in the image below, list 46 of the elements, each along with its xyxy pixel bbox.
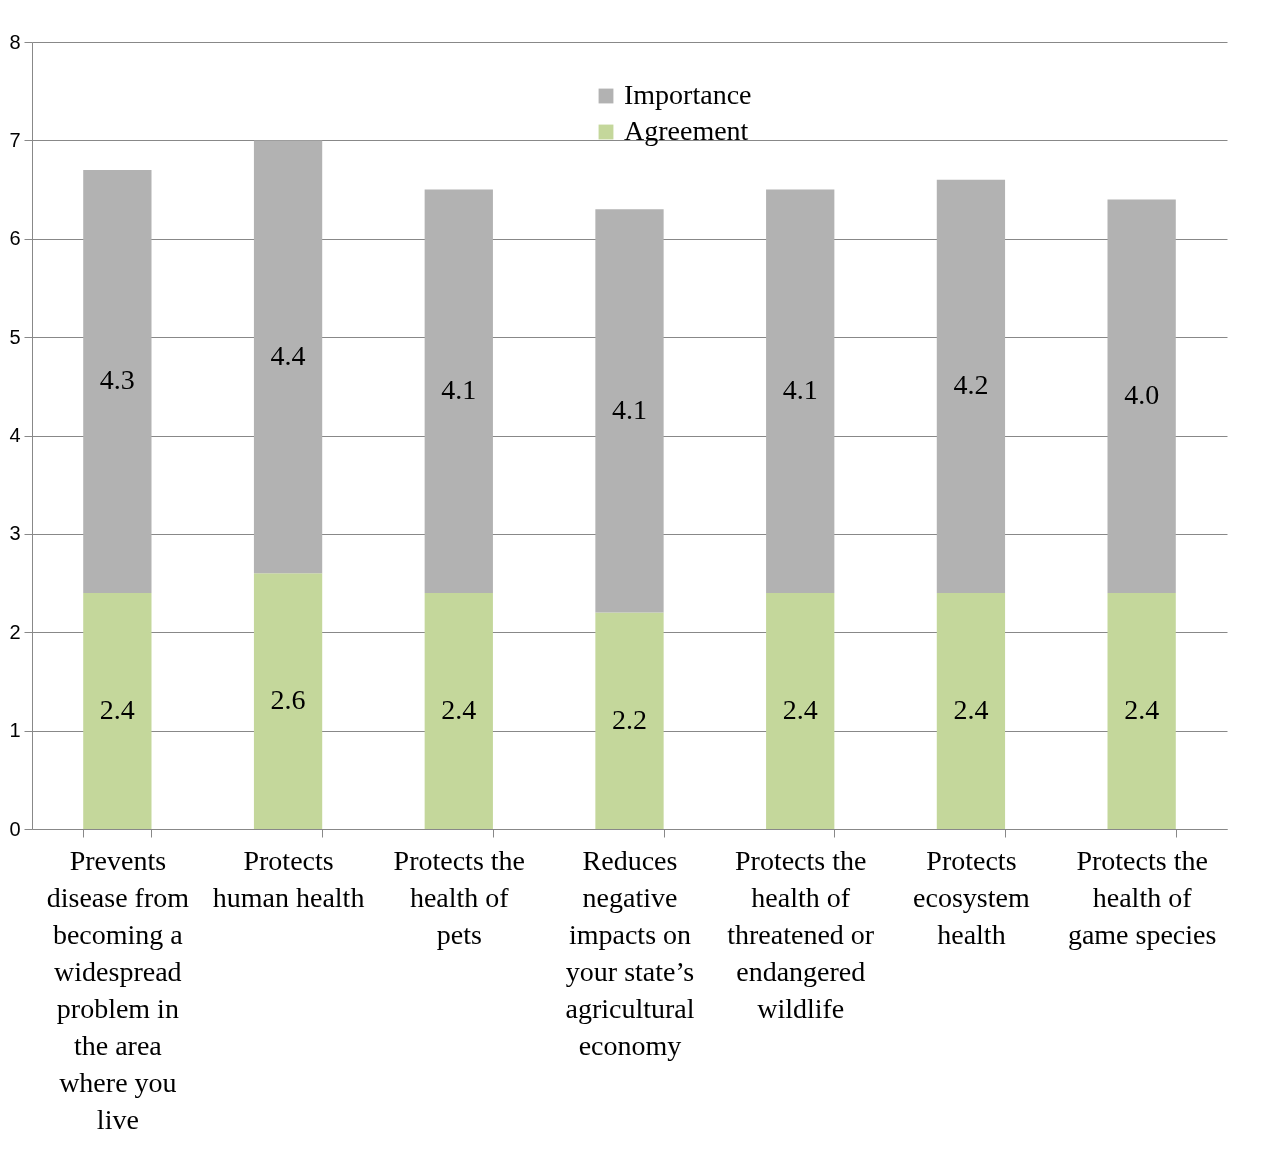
- x-tick-label: Prevents disease from becoming a widespread problem in the area where you live: [46, 844, 190, 1135]
- legend-label: Agreement: [624, 115, 749, 146]
- x-tick-label: Protects the health of pets: [393, 844, 525, 950]
- data-label: 2.4: [1124, 693, 1160, 725]
- x-tick-label: Reduces negative impacts on your state’s agricultural economy: [565, 844, 695, 1061]
- bar: [595, 612, 664, 829]
- bar: [424, 189, 493, 593]
- data-label: 4.2: [953, 369, 989, 401]
- data-label: 2.4: [441, 693, 477, 725]
- y-tick-label: 7: [9, 128, 21, 151]
- bar: [766, 592, 835, 829]
- data-label: 4.1: [612, 393, 647, 425]
- x-tick-label: Protects the health of game species: [1067, 844, 1217, 950]
- data-label: 4.0: [1124, 379, 1160, 411]
- y-tick-label: 3: [9, 522, 21, 545]
- bar: [595, 209, 664, 613]
- bar: [766, 189, 835, 593]
- bar: [936, 592, 1006, 829]
- bar: [253, 140, 323, 574]
- y-tick-label: 0: [9, 817, 21, 840]
- x-tick-label: Protects ecosystem health: [913, 844, 1030, 950]
- bar: [83, 592, 152, 829]
- bar: [253, 573, 323, 829]
- y-tick-label: 1: [9, 719, 21, 742]
- legend-label: Importance: [624, 79, 752, 110]
- y-tick-label: 8: [9, 30, 21, 53]
- data-label: 4.1: [441, 374, 477, 406]
- data-label: 2.2: [612, 703, 647, 735]
- y-tick-label: 4: [9, 424, 21, 446]
- y-tick-label: 6: [9, 227, 21, 250]
- data-label: 4.3: [99, 364, 135, 396]
- bar: [424, 592, 493, 829]
- data-label: 2.6: [270, 684, 306, 716]
- bar: [936, 179, 1006, 593]
- data-label: 2.4: [782, 693, 818, 725]
- y-tick-label: 5: [9, 325, 21, 348]
- data-label: 2.4: [99, 693, 135, 725]
- bar: [1107, 592, 1176, 829]
- y-tick-label: 2: [9, 620, 21, 643]
- x-tick-label: Protects the health of threatened or endangered wildlife: [727, 844, 875, 1024]
- data-label: 2.4: [953, 693, 989, 725]
- x-tick-label: Protects human health: [212, 844, 365, 913]
- bar: [83, 169, 152, 593]
- data-label: 4.1: [782, 374, 818, 406]
- data-label: 4.4: [270, 339, 306, 371]
- bar: [1107, 199, 1176, 593]
